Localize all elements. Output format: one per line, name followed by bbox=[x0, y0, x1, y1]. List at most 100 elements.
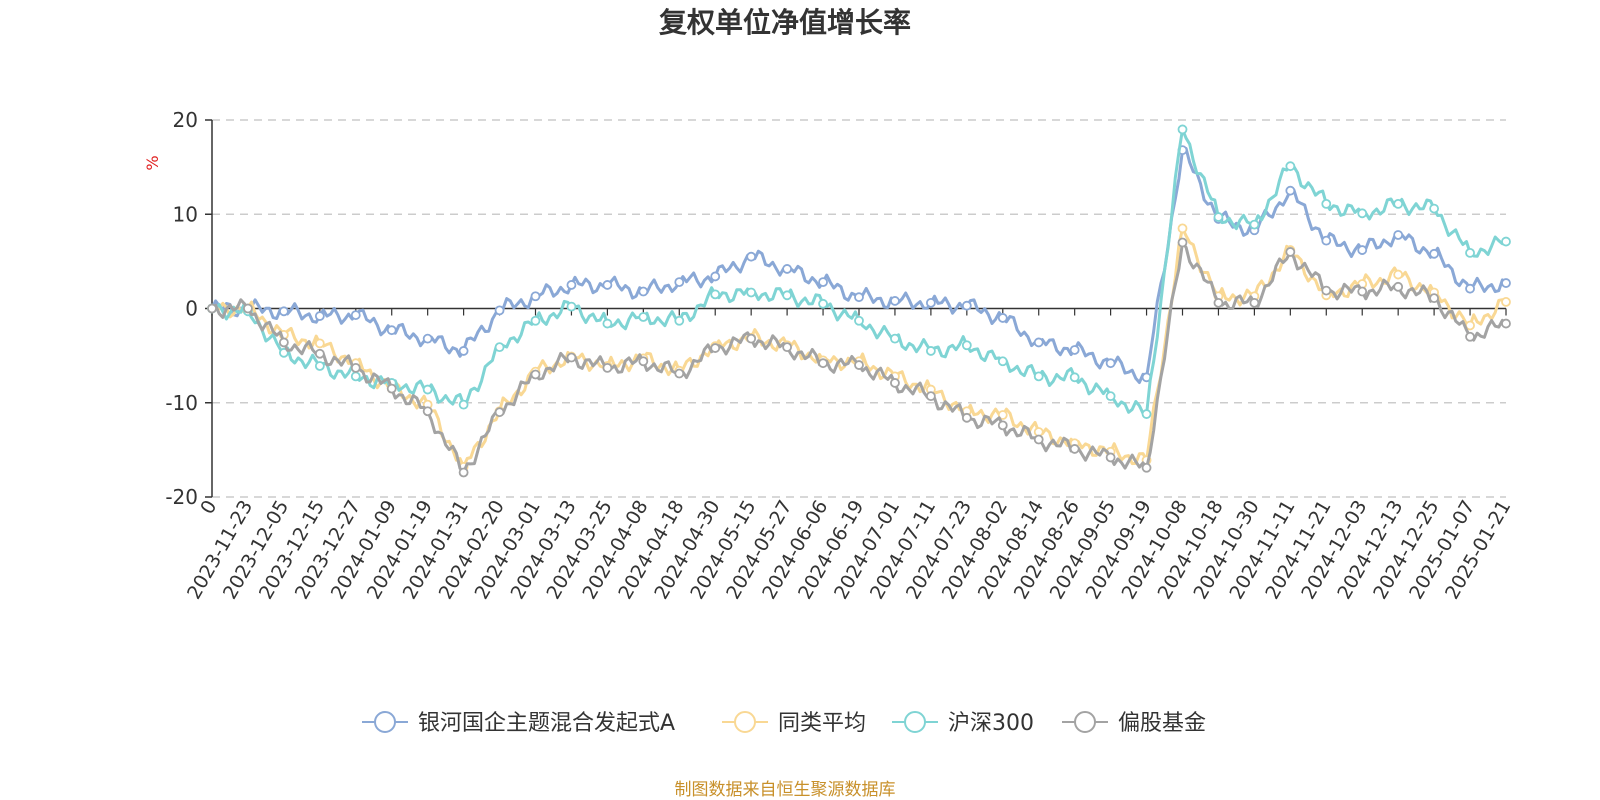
data-point bbox=[386, 325, 397, 336]
series-group bbox=[207, 145, 1511, 384]
legend-item: 沪深300 bbox=[892, 711, 1034, 736]
legend-item: 银河国企主题混合发起式A bbox=[362, 711, 675, 736]
data-point bbox=[1177, 237, 1188, 248]
data-point bbox=[997, 313, 1008, 323]
data-point bbox=[602, 280, 613, 290]
data-point bbox=[1501, 297, 1511, 307]
data-point bbox=[1033, 337, 1044, 348]
series-group bbox=[207, 124, 1511, 419]
data-point bbox=[602, 318, 613, 329]
data-point bbox=[997, 410, 1008, 420]
data-point bbox=[1465, 331, 1475, 342]
data-point bbox=[854, 292, 864, 303]
legend-marker bbox=[374, 711, 396, 733]
data-point bbox=[1069, 345, 1080, 355]
data-point bbox=[961, 300, 972, 311]
data-point bbox=[638, 356, 649, 367]
data-point bbox=[494, 342, 505, 353]
series-group bbox=[207, 237, 1511, 478]
data-point bbox=[746, 287, 757, 298]
data-point bbox=[1213, 212, 1224, 222]
data-point bbox=[710, 271, 721, 282]
data-point bbox=[890, 378, 900, 388]
data-point bbox=[1321, 235, 1332, 246]
data-point bbox=[278, 337, 289, 348]
data-point bbox=[1393, 269, 1404, 280]
data-point bbox=[566, 280, 577, 290]
data-point bbox=[1177, 124, 1188, 135]
data-point bbox=[1393, 230, 1404, 240]
data-point bbox=[818, 298, 828, 309]
legend-label: 沪深300 bbox=[948, 711, 1034, 736]
data-point bbox=[314, 311, 325, 321]
data-point bbox=[638, 286, 649, 297]
data-point bbox=[278, 306, 289, 317]
data-point bbox=[961, 412, 972, 423]
data-point bbox=[1357, 208, 1368, 219]
legend-marker bbox=[1074, 711, 1096, 733]
data-point bbox=[1357, 286, 1368, 297]
data-point bbox=[1105, 358, 1116, 369]
data-point bbox=[854, 360, 864, 370]
axes: 20100-10-2002023-11-232023-12-052023-12-… bbox=[165, 108, 1515, 603]
data-point bbox=[1465, 283, 1475, 294]
data-point bbox=[1501, 318, 1511, 329]
data-point bbox=[1177, 223, 1188, 234]
y-axis-unit: % bbox=[143, 155, 162, 170]
data-point bbox=[997, 356, 1008, 367]
data-point bbox=[1105, 391, 1116, 402]
data-point bbox=[1357, 245, 1368, 255]
data-point bbox=[782, 342, 793, 353]
legend-marker bbox=[734, 711, 756, 733]
data-point bbox=[746, 251, 757, 262]
data-point bbox=[638, 312, 649, 322]
data-point bbox=[925, 346, 936, 356]
data-point bbox=[1249, 219, 1260, 230]
data-point bbox=[530, 291, 541, 302]
series-layer bbox=[207, 124, 1511, 478]
data-point bbox=[1141, 409, 1152, 419]
data-point bbox=[1213, 297, 1224, 308]
data-point bbox=[1033, 371, 1044, 382]
legend-item: 偏股基金 bbox=[1062, 711, 1206, 736]
data-point bbox=[1285, 185, 1296, 196]
legend-label: 银河国企主题混合发起式A bbox=[418, 711, 675, 736]
data-point bbox=[1501, 278, 1511, 288]
data-point bbox=[566, 301, 577, 312]
data-point bbox=[1465, 247, 1475, 258]
data-point bbox=[530, 369, 541, 380]
data-point bbox=[458, 399, 469, 410]
data-point bbox=[494, 305, 505, 316]
data-point bbox=[494, 407, 505, 418]
data-point bbox=[602, 362, 613, 373]
data-point bbox=[1069, 444, 1080, 454]
y-tick-label: -10 bbox=[165, 391, 198, 415]
y-tick-label: 10 bbox=[173, 202, 198, 226]
data-point bbox=[243, 303, 253, 314]
legend-label: 同类平均 bbox=[778, 711, 866, 736]
data-point bbox=[818, 358, 828, 369]
data-point bbox=[1321, 285, 1332, 296]
data-point bbox=[458, 346, 469, 356]
series-line bbox=[211, 226, 1507, 469]
x-tick-label: 0 bbox=[196, 497, 221, 518]
data-point bbox=[997, 420, 1008, 431]
data-point bbox=[1141, 462, 1152, 473]
data-point bbox=[566, 352, 577, 363]
data-point bbox=[530, 315, 541, 326]
data-point bbox=[1321, 198, 1332, 209]
data-point bbox=[314, 338, 325, 349]
data-point bbox=[925, 391, 936, 402]
source-note: 制图数据来自恒生聚源数据库 bbox=[675, 780, 896, 800]
data-point bbox=[1429, 248, 1440, 259]
legend-item: 同类平均 bbox=[722, 711, 866, 736]
data-point bbox=[350, 310, 361, 320]
data-point bbox=[710, 289, 721, 300]
data-point bbox=[1285, 161, 1296, 172]
data-point bbox=[458, 467, 469, 478]
chart-title: 复权单位净值增长率 bbox=[659, 6, 911, 39]
data-point bbox=[350, 362, 361, 373]
data-point bbox=[1393, 281, 1404, 292]
data-point bbox=[1105, 452, 1116, 463]
data-point bbox=[207, 303, 217, 314]
